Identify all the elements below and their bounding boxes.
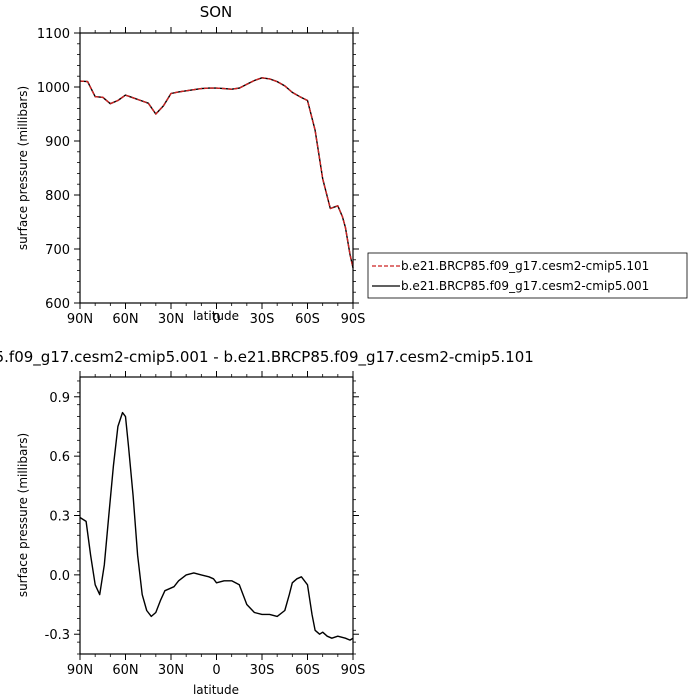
- bottom-chart-ytick-label: 0.0: [49, 569, 70, 584]
- top-chart-xtick-label: 60S: [295, 312, 320, 327]
- bottom-chart-ytick-label: 0.9: [49, 391, 70, 406]
- bottom-chart-xlabel: latitude: [193, 683, 239, 697]
- bottom-chart-xtick-label: 30S: [250, 663, 275, 678]
- bottom-chart-xtick-label: 90S: [341, 663, 366, 678]
- top-chart-series-line-1: [79, 77, 354, 269]
- bottom-chart-xtick-label: 60N: [112, 663, 138, 678]
- bottom-chart-title: b.e21.BRCP85.f09_g17.cesm2-cmip5.001 - b…: [0, 348, 534, 367]
- bottom-chart-frame: [79, 376, 354, 655]
- top-chart-xtick-label: 30S: [250, 312, 275, 327]
- bottom-chart-xtick-label: 0: [212, 663, 220, 678]
- bottom-chart-series-line-0: [79, 411, 354, 641]
- top-chart-ytick-label: 800: [45, 189, 70, 204]
- top-chart-series-line-0: [79, 77, 354, 269]
- top-chart-ytick-label: 700: [45, 243, 70, 258]
- top-chart-marks: 90N 60N 30N 0 30S 60S 90S 600 700 800 900 1000 1100: [37, 27, 365, 327]
- top-chart-title: SON: [200, 3, 233, 21]
- top-chart-ytick-label: 900: [45, 135, 70, 150]
- top-chart-panel: SON 90N 60N 30N 0 30S 60S 90S 600 700 800 900 1000 1…: [16, 3, 365, 327]
- top-chart-ylabel: surface pressure (millibars): [16, 86, 30, 250]
- legend: b.e21.BRCP85.f09_g17.cesm2-cmip5.101 b.e…: [367, 252, 688, 299]
- top-chart-xtick-label: 30N: [158, 312, 184, 327]
- top-chart-xtick-label: 90N: [67, 312, 93, 327]
- bottom-chart-ylabel: surface pressure (millibars): [16, 433, 30, 597]
- top-chart-xtick-label: 60N: [112, 312, 138, 327]
- legend-label-series-101: b.e21.BRCP85.f09_g17.cesm2-cmip5.101: [401, 259, 649, 273]
- top-chart-xlabel: latitude: [193, 309, 239, 323]
- legend-label-series-001: b.e21.BRCP85.f09_g17.cesm2-cmip5.001: [401, 279, 649, 293]
- bottom-chart-ytick-label: -0.3: [45, 628, 70, 643]
- bottom-chart-xtick-label: 90N: [67, 663, 93, 678]
- top-chart-ytick-label: 1100: [37, 27, 70, 42]
- bottom-chart-xtick-label: 60S: [295, 663, 320, 678]
- top-chart-xtick-label: 90S: [341, 312, 366, 327]
- bottom-chart-marks: 90N 60N 30N 0 30S 60S 90S -0.3 0.0 0.3 0.6 0.9: [45, 371, 366, 678]
- bottom-chart-xtick-label: 30N: [158, 663, 184, 678]
- top-chart-frame: [79, 32, 354, 304]
- top-chart-ytick-label: 1000: [37, 81, 70, 96]
- top-chart-xtick-label: 0: [212, 312, 220, 327]
- legend-box: [367, 252, 688, 299]
- top-chart-ytick-label: 600: [45, 297, 70, 312]
- bottom-chart-ytick-label: 0.6: [49, 450, 70, 465]
- bottom-chart-ytick-label: 0.3: [49, 510, 70, 525]
- bottom-chart-panel: b.e21.BRCP85.f09_g17.cesm2-cmip5.001 - b…: [0, 348, 534, 697]
